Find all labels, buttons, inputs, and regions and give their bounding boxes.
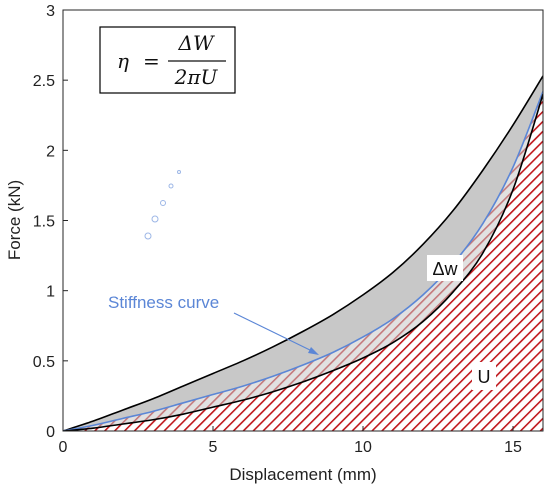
y-tick-label: 1 — [46, 284, 55, 301]
y-tick-label: 2 — [46, 143, 55, 160]
x-tick-label: 15 — [504, 439, 522, 456]
loading-curve — [63, 75, 543, 431]
formula-numerator: ΔW — [178, 31, 215, 55]
y-tick-label: 3 — [46, 3, 55, 20]
stiffness-curve — [63, 91, 543, 431]
y-axis: 0 0.5 1 1.5 2 2.5 3 — [33, 3, 68, 441]
delta-w-shaded-area — [63, 75, 543, 431]
unloading-curve — [63, 93, 543, 431]
formula-equals: = — [143, 49, 160, 73]
x-axis-label: Displacement (mm) — [229, 465, 376, 484]
marker-dot — [177, 170, 181, 174]
u-annotation: U — [472, 362, 496, 390]
x-tick-label: 10 — [354, 439, 372, 456]
formula-denominator: 2πU — [174, 65, 219, 89]
loss-factor-formula: η = ΔW 2πU — [99, 26, 236, 94]
delta-w-annotation: Δw — [427, 255, 463, 281]
u-label-bg — [472, 362, 496, 390]
marker-dot — [168, 183, 174, 189]
delta-w-label: Δw — [432, 259, 458, 279]
x-tick-label: 5 — [209, 439, 218, 456]
x-axis: 0 5 10 15 — [59, 426, 522, 456]
x-tick-label: 0 — [59, 439, 68, 456]
y-tick-label: 0.5 — [33, 354, 55, 371]
formula-box — [99, 26, 236, 94]
stiffness-arrow-line — [233, 312, 315, 353]
faint-marker-dots — [144, 170, 181, 240]
stiffness-arrow-head — [308, 347, 319, 355]
marker-dot — [160, 200, 166, 206]
y-tick-label: 0 — [46, 424, 55, 441]
stiffness-annotation: Stiffness curve — [108, 293, 319, 355]
y-axis-label: Force (kN) — [5, 180, 24, 260]
marker-dot — [144, 232, 152, 240]
y-tick-label: 1.5 — [33, 214, 55, 231]
u-hatched-area — [63, 94, 543, 431]
stiffness-curve-label: Stiffness curve — [108, 293, 219, 312]
marker-dot — [151, 215, 159, 223]
y-tick-label: 2.5 — [33, 73, 55, 90]
u-label: U — [478, 367, 491, 387]
formula-eta: η — [117, 49, 129, 73]
delta-w-label-bg — [427, 255, 463, 281]
